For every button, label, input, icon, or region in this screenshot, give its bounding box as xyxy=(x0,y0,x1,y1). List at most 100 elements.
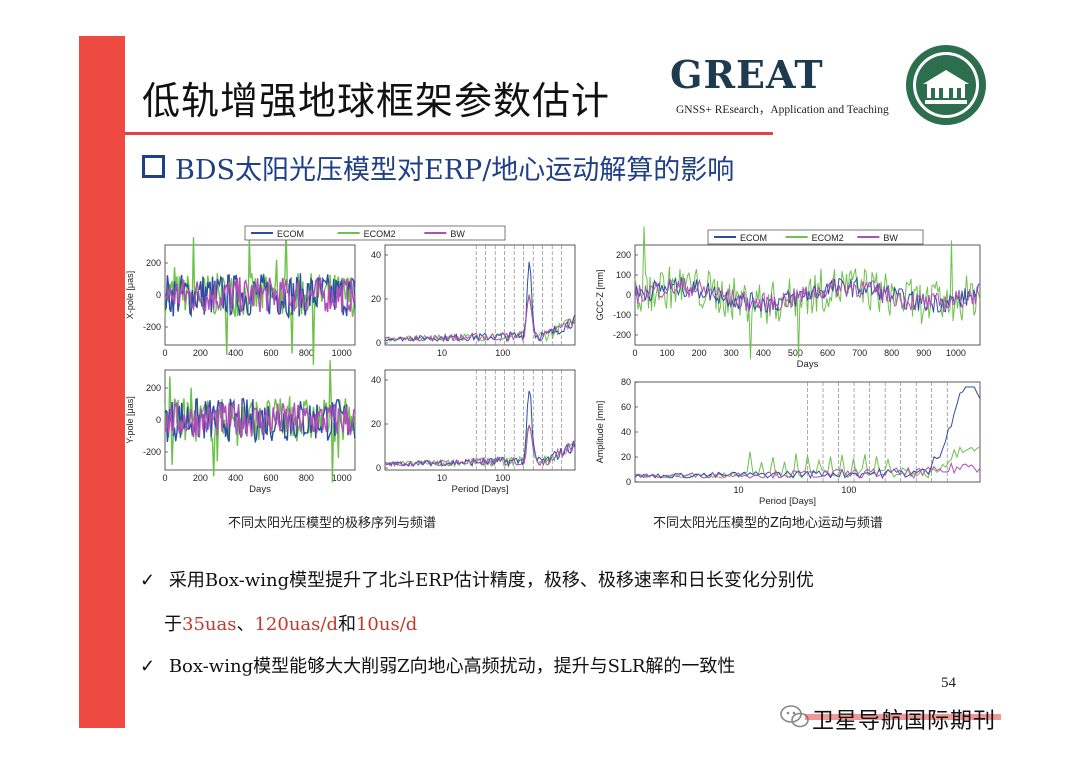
x-tick-label: 400 xyxy=(756,348,771,358)
x-tick-label: 400 xyxy=(228,473,243,483)
x-tick-label: 0 xyxy=(632,348,637,358)
page-number: 54 xyxy=(941,675,956,691)
x-tick-label: 0 xyxy=(162,348,167,358)
spectrum-ecom2-line xyxy=(634,446,981,479)
spectrum-bw-line xyxy=(384,424,576,468)
series-bw-line xyxy=(164,401,356,439)
y-axis-label: Amplitude [mm] xyxy=(595,401,605,464)
x-tick-label: 100 xyxy=(495,473,510,483)
x-tick-label: 1000 xyxy=(332,473,352,483)
y-tick-label: 20 xyxy=(621,452,631,462)
legend-label-ecom: ECOM xyxy=(277,229,304,239)
title-underline xyxy=(125,132,773,135)
check-icon: ✓ xyxy=(140,570,156,591)
x-tick-label: 10 xyxy=(437,348,447,358)
check-icon: ✓ xyxy=(140,656,156,677)
logo-tagline: GNSS+ REsearch，Application and Teaching xyxy=(676,104,889,116)
x-tick-label: 100 xyxy=(660,348,675,358)
x-tick-label: 1000 xyxy=(332,348,352,358)
x-tick-label: 1000 xyxy=(946,348,966,358)
plot-frame-3 xyxy=(384,369,576,471)
slide-title: 低轨增强地球框架参数估计 xyxy=(142,79,611,123)
y-tick-label: -100 xyxy=(613,310,631,320)
legend-label-ecom2: ECOM2 xyxy=(364,229,396,239)
y-tick-label: -200 xyxy=(613,330,631,340)
y-tick-label: 0 xyxy=(376,338,381,348)
x-tick-label: 400 xyxy=(228,348,243,358)
sep-1: 、 xyxy=(236,614,255,635)
x-tick-label: 10 xyxy=(437,473,447,483)
y-tick-label: 60 xyxy=(621,402,631,412)
legend-label-ecom: ECOM xyxy=(740,233,767,243)
x-tick-label: 500 xyxy=(788,348,803,358)
x-axis-label: Period [Days] xyxy=(451,484,508,495)
sep-2: 和 xyxy=(337,614,356,635)
great-logo: GREAT xyxy=(670,52,824,97)
y-axis-label: Y-pole [μas] xyxy=(125,396,135,443)
y-tick-label: 200 xyxy=(616,250,631,260)
legend-label-ecom2: ECOM2 xyxy=(812,233,844,243)
series-bw-line xyxy=(164,276,356,313)
series-ecom-line xyxy=(164,273,356,320)
y-tick-label: 40 xyxy=(621,427,631,437)
plot-frame-1 xyxy=(384,244,576,346)
square-bullet-icon xyxy=(142,155,165,178)
spectrum-ecom-line xyxy=(384,390,576,468)
x-tick-label: 800 xyxy=(299,348,314,358)
y-tick-label: -200 xyxy=(143,447,161,457)
x-tick-label: 0 xyxy=(162,473,167,483)
legend-label-bw: BW xyxy=(883,233,898,243)
value-polar-motion: 35uas xyxy=(182,614,237,635)
y-tick-label: 40 xyxy=(371,375,381,385)
x-tick-label: 600 xyxy=(264,348,279,358)
section-subtitle: BDS太阳光压模型对ERP/地心运动解算的影响 xyxy=(142,148,734,187)
spectrum-ecom-line xyxy=(634,386,981,480)
y-tick-label: 20 xyxy=(371,419,381,429)
series-ecom-line xyxy=(164,397,356,444)
x-axis-label: Days xyxy=(249,484,271,495)
y-tick-label: 0 xyxy=(156,415,161,425)
y-tick-label: 0 xyxy=(376,463,381,473)
x-tick-label: 200 xyxy=(193,348,208,358)
subtitle-text: BDS太阳光压模型对ERP/地心运动解算的影响 xyxy=(175,155,735,186)
legend-label-bw: BW xyxy=(450,229,465,239)
y-tick-label: 0 xyxy=(156,290,161,300)
value-polar-rate: 120uas/d xyxy=(254,614,338,635)
x-tick-label: 600 xyxy=(820,348,835,358)
spectrum-bw-line xyxy=(634,461,981,480)
bullet-1-prefix: 于 xyxy=(164,614,182,635)
y-tick-label: 0 xyxy=(626,290,631,300)
x-tick-label: 900 xyxy=(916,348,931,358)
left-accent-bar xyxy=(79,36,125,728)
x-tick-label: 200 xyxy=(193,473,208,483)
y-tick-label: 20 xyxy=(371,294,381,304)
x-axis-label: Period [Days] xyxy=(759,496,816,507)
x-axis-label: Days xyxy=(797,359,819,370)
series-bw-line xyxy=(634,277,981,313)
x-tick-label: 10 xyxy=(733,485,743,495)
x-tick-label: 100 xyxy=(841,485,856,495)
x-tick-label: 800 xyxy=(884,348,899,358)
legend-left xyxy=(244,225,506,241)
x-tick-label: 600 xyxy=(264,473,279,483)
y-tick-label: 100 xyxy=(616,270,631,280)
y-tick-label: -200 xyxy=(143,322,161,332)
x-tick-label: 700 xyxy=(852,348,867,358)
caption-left: 不同太阳光压模型的极移序列与频谱 xyxy=(228,516,437,531)
bullet-2: ✓ Box-wing模型能够大大削弱Z向地心高频扰动，提升与SLR解的一致性 xyxy=(140,652,735,678)
bullet-2-text: Box-wing模型能够大大削弱Z向地心高频扰动，提升与SLR解的一致性 xyxy=(168,656,736,677)
value-lod: 10us/d xyxy=(355,614,418,635)
y-tick-label: 40 xyxy=(371,250,381,260)
y-axis-label: X-pole [μas] xyxy=(125,271,135,319)
x-tick-label: 200 xyxy=(692,348,707,358)
y-tick-label: 80 xyxy=(621,377,631,387)
x-tick-label: 300 xyxy=(724,348,739,358)
bullet-1-line-2: 于35uas、120uas/d和10us/d xyxy=(164,610,417,636)
y-tick-label: 200 xyxy=(146,383,161,393)
wechat-icon xyxy=(780,705,809,728)
y-tick-label: 200 xyxy=(146,258,161,268)
spectrum-bw-line xyxy=(384,295,576,343)
watermark-stripe xyxy=(805,714,1001,720)
bullet-1-text: 采用Box-wing模型提升了北斗ERP估计精度，极移、极移速率和日长变化分别优 xyxy=(168,570,814,591)
